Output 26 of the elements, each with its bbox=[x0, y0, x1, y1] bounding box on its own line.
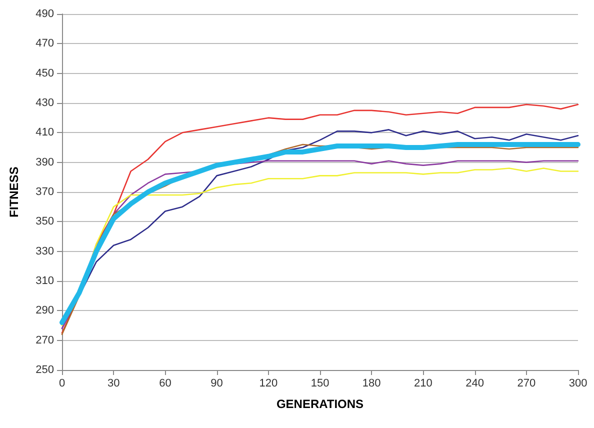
y-tick-label: 370 bbox=[36, 186, 54, 198]
y-tick-label: 470 bbox=[36, 38, 54, 50]
x-axis-title: GENERATIONS bbox=[276, 397, 364, 411]
x-tick-label: 240 bbox=[466, 378, 484, 390]
y-tick-label: 350 bbox=[36, 216, 54, 228]
x-tick-label: 0 bbox=[58, 378, 66, 390]
x-tick-label: 180 bbox=[362, 378, 381, 390]
y-tick-label: 430 bbox=[36, 97, 54, 109]
x-tick-label: 150 bbox=[310, 378, 330, 390]
x-tick-label: 60 bbox=[159, 378, 172, 390]
y-tick-label: 270 bbox=[36, 334, 54, 346]
x-tick-label: 300 bbox=[568, 378, 588, 390]
y-tick-label: 330 bbox=[36, 245, 54, 258]
x-tick-label: 270 bbox=[517, 378, 536, 390]
y-tick-label: 410 bbox=[36, 126, 54, 139]
x-tick-label: 30 bbox=[107, 378, 120, 390]
y-tick-label: 250 bbox=[36, 364, 54, 376]
y-tick-label: 310 bbox=[36, 275, 54, 287]
y-tick-label: 290 bbox=[36, 304, 54, 317]
y-tick-label: 450 bbox=[36, 67, 54, 80]
y-tick-label: 390 bbox=[36, 156, 54, 168]
y-axis-title: FITNESS bbox=[7, 166, 21, 218]
x-tick-label: 210 bbox=[414, 378, 432, 390]
x-tick-label: 90 bbox=[210, 378, 223, 390]
y-tick-label: 490 bbox=[36, 8, 54, 20]
x-tick-label: 120 bbox=[259, 378, 278, 390]
